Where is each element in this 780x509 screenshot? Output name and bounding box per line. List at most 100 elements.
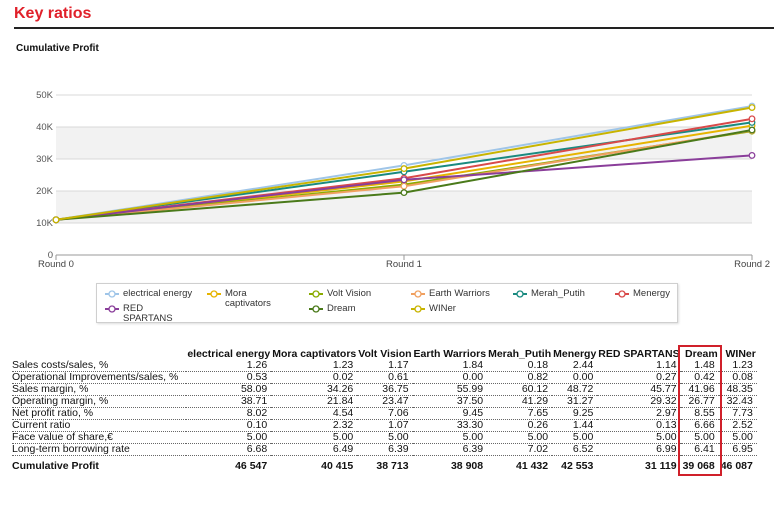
table-cell: 46 547 bbox=[235, 459, 268, 472]
legend-marker-icon bbox=[615, 290, 629, 298]
data-point bbox=[748, 104, 756, 111]
y-tick-label: 0 bbox=[48, 250, 53, 261]
table-cell: 0.13 bbox=[597, 419, 681, 432]
legend-marker-icon bbox=[513, 290, 527, 298]
table-row: Operational Improvements/sales, % 0.53 0.0… bbox=[12, 371, 757, 384]
column-header: Earth Warriors bbox=[413, 348, 487, 360]
column-header: electrical energy bbox=[187, 348, 271, 360]
table-row: Sales costs/sales, % 1.26 1.23 1.17 1.84 0.18… bbox=[12, 360, 757, 372]
legend-item[interactable]: Dream bbox=[309, 304, 356, 314]
table-row: Net profit ratio, % 8.02 4.54 7.06 9.45 7.65 9… bbox=[12, 407, 757, 420]
table-cell: 8.55 bbox=[680, 407, 719, 420]
table-cell: 45.77 bbox=[597, 383, 681, 396]
column-header: Volt Vision bbox=[358, 348, 412, 360]
table-cell: 55.99 bbox=[412, 383, 488, 396]
table-row: Current ratio 0.10 2.32 1.07 33.30 0.26 1.44 0.… bbox=[12, 419, 757, 432]
table-header-row: electrical energy Mora captivators Volt Vi… bbox=[12, 348, 757, 360]
legend-item[interactable]: Merah_Putih bbox=[513, 289, 585, 299]
table-cell: 6.95 bbox=[718, 443, 757, 456]
table-cell: 0.26 bbox=[487, 419, 553, 432]
legend-label: RED SPARTANS bbox=[123, 303, 173, 324]
y-tick-label: 30K bbox=[36, 154, 54, 165]
data-point bbox=[400, 182, 408, 190]
row-label: Current ratio bbox=[12, 419, 187, 432]
table-row: Sales margin, % 58.09 34.26 36.75 55.99 60.12… bbox=[12, 383, 757, 396]
table-cell: 0.00 bbox=[552, 371, 598, 384]
table-cell: 6.39 bbox=[412, 443, 488, 456]
table-cell: 6.99 bbox=[597, 443, 681, 456]
legend-marker-icon bbox=[105, 305, 119, 313]
table-cell: 1.14 bbox=[597, 360, 681, 372]
table-cell: 5.00 bbox=[718, 431, 757, 444]
table-cell: 0.61 bbox=[357, 371, 413, 384]
x-tick-label: Round 1 bbox=[386, 259, 422, 270]
data-point bbox=[400, 189, 408, 197]
table-cell: 0.82 bbox=[487, 371, 553, 384]
table-cell: 5.00 bbox=[680, 431, 719, 444]
legend-label: Dream bbox=[327, 303, 356, 314]
legend-marker-icon bbox=[309, 305, 323, 313]
title-divider bbox=[14, 27, 774, 29]
table-cell: 39 068 bbox=[682, 459, 715, 472]
table-cell: 31 119 bbox=[645, 459, 677, 472]
legend-label: Volt Vision bbox=[327, 288, 372, 299]
chart-title: Cumulative Profit bbox=[16, 43, 99, 54]
table-cell: 29.32 bbox=[597, 395, 681, 408]
table-cell: 60.12 bbox=[487, 383, 553, 396]
table-cell: 5.00 bbox=[597, 431, 681, 444]
table-cell: 34.26 bbox=[271, 383, 358, 396]
legend-item[interactable]: Earth Warriors bbox=[411, 289, 490, 299]
column-header: Menergy bbox=[553, 348, 597, 360]
legend-item[interactable]: Volt Vision bbox=[309, 289, 371, 299]
table-cell: 5.00 bbox=[357, 431, 413, 444]
table-cell: 38 713 bbox=[376, 459, 409, 472]
table-cell: 6.66 bbox=[680, 419, 719, 432]
y-tick-label: 20K bbox=[36, 186, 54, 197]
table-cell: 6.49 bbox=[271, 443, 358, 456]
data-point bbox=[748, 151, 756, 159]
table-cell: 41.96 bbox=[680, 383, 719, 396]
row-label: Long-term borrowing rate bbox=[12, 443, 187, 456]
table-cell: 5.00 bbox=[186, 431, 272, 444]
table-cell: 1.26 bbox=[186, 360, 272, 372]
key-ratios-table: electrical energy Mora captivators Volt Vi… bbox=[12, 348, 757, 473]
chart-legend: electrical energy Mora captivators Volt Vi… bbox=[96, 283, 678, 324]
table-cell: 58.09 bbox=[186, 383, 272, 396]
data-point bbox=[748, 115, 756, 123]
legend-item[interactable]: RED SPARTANS bbox=[105, 304, 193, 324]
legend-marker-icon bbox=[207, 290, 221, 298]
table-cell: 1.23 bbox=[271, 360, 358, 372]
table-cell: 23.47 bbox=[357, 395, 413, 408]
y-tick-label: 40K bbox=[36, 122, 54, 133]
data-point bbox=[400, 165, 408, 173]
table-cell: 26.77 bbox=[680, 395, 719, 408]
table-cell: 1.17 bbox=[357, 360, 413, 372]
table-cell: 1.84 bbox=[412, 360, 488, 372]
row-label: Cumulative Profit bbox=[12, 459, 99, 472]
table-cell: 2.97 bbox=[597, 407, 681, 420]
table-row: Long-term borrowing rate 6.68 6.49 6.39 6.39… bbox=[12, 443, 757, 456]
legend-marker-icon bbox=[105, 290, 119, 298]
table-cell: 2.52 bbox=[718, 419, 757, 432]
table-row: Operating margin, % 38.71 21.84 23.47 37.50 4… bbox=[12, 395, 757, 408]
table-cell: 31.27 bbox=[552, 395, 598, 408]
table-cell: 9.25 bbox=[552, 407, 598, 420]
total-row: Cumulative Profit 46 547 40 415 38 713 38 90… bbox=[12, 456, 757, 474]
table-cell: 6.52 bbox=[552, 443, 598, 456]
legend-item[interactable]: electrical energy bbox=[105, 289, 192, 299]
row-label: Sales margin, % bbox=[12, 383, 187, 396]
legend-item[interactable]: Mora captivators bbox=[207, 289, 295, 309]
column-header: Merah_Putih bbox=[488, 348, 552, 360]
table-cell: 6.39 bbox=[357, 443, 413, 456]
table-cell: 5.00 bbox=[412, 431, 488, 444]
legend-item[interactable]: WINer bbox=[411, 304, 456, 314]
table-cell: 7.73 bbox=[718, 407, 757, 420]
table-cell: 0.18 bbox=[487, 360, 553, 372]
legend-marker-icon bbox=[411, 290, 425, 298]
table-cell: 4.54 bbox=[271, 407, 358, 420]
table-cell: 0.27 bbox=[597, 371, 681, 384]
table-cell: 2.32 bbox=[271, 419, 358, 432]
row-label: Operating margin, % bbox=[12, 395, 187, 408]
legend-item[interactable]: Menergy bbox=[615, 289, 670, 299]
page-title: Key ratios bbox=[14, 5, 92, 22]
